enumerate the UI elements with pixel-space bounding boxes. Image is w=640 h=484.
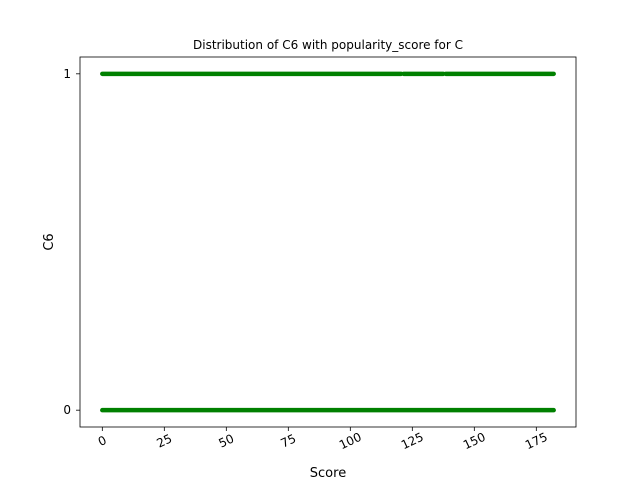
y-tick-label: 1 [63,67,71,81]
chart-title: Distribution of C6 with popularity_score… [193,38,463,52]
x-tick-label: 25 [154,431,174,450]
y-axis-ticks: 01 [63,67,80,417]
data-points [100,71,556,413]
y-axis-label: C6 [42,233,57,250]
x-tick-label: 50 [216,431,236,450]
x-axis-label: Score [310,466,346,480]
plot-area-frame [79,56,577,428]
y-tick-label: 0 [63,403,71,417]
x-tick-label: 75 [278,431,298,450]
